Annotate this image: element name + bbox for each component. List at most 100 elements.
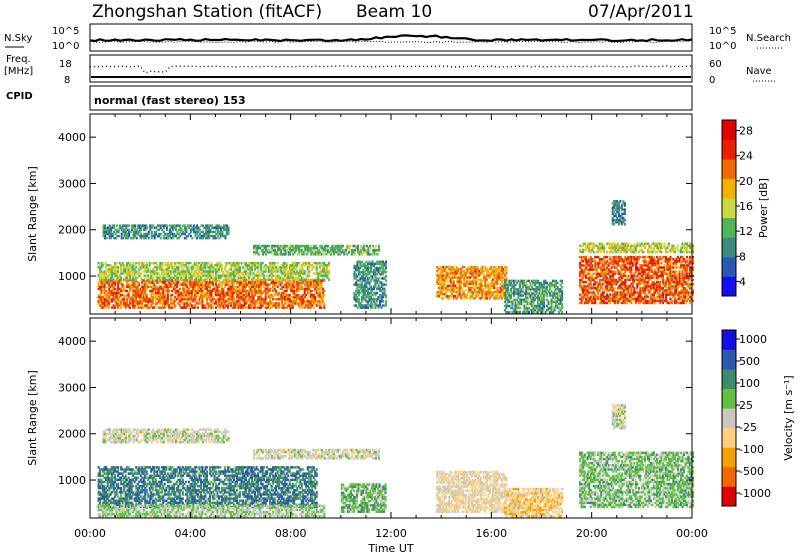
echo-cell xyxy=(163,285,166,288)
echo-cell xyxy=(309,285,312,288)
echo-cell xyxy=(652,301,655,305)
echo-cell xyxy=(187,270,190,273)
echo-cell xyxy=(648,260,651,263)
echo-cell xyxy=(249,304,252,307)
echo-cell xyxy=(615,283,618,286)
echo-cell xyxy=(251,289,254,293)
echo-cell xyxy=(180,261,183,265)
echo-cell xyxy=(369,264,372,268)
echo-cell xyxy=(321,279,324,282)
echo-cell xyxy=(144,268,147,271)
echo-cell xyxy=(153,261,156,265)
echo-cell xyxy=(154,272,157,275)
echo-cell xyxy=(385,262,388,266)
echo-cell xyxy=(139,300,142,303)
echo-cell xyxy=(458,282,461,285)
echo-cell xyxy=(287,276,290,279)
echo-cell xyxy=(180,276,183,279)
echo-cell xyxy=(281,281,284,284)
echo-cell xyxy=(305,249,308,252)
echo-cell xyxy=(97,293,100,297)
echo-cell xyxy=(267,304,270,307)
echo-cell xyxy=(252,289,255,293)
echo-cell xyxy=(579,278,582,282)
echo-cell xyxy=(255,261,258,265)
echo-cell xyxy=(374,281,377,284)
echo-cell xyxy=(306,298,309,301)
echo-cell xyxy=(117,291,120,295)
echo-cell xyxy=(180,283,183,286)
echo-cell xyxy=(600,293,603,296)
echo-cell xyxy=(154,287,157,291)
echo-cell xyxy=(175,266,178,269)
echo-cell xyxy=(228,274,231,277)
echo-cell xyxy=(299,302,302,305)
echo-cell xyxy=(260,261,263,265)
echo-cell xyxy=(357,270,360,274)
echo-cell xyxy=(217,289,220,293)
echo-cell xyxy=(203,234,206,238)
echo-cell xyxy=(314,251,317,254)
echo-cell xyxy=(148,298,151,301)
echo-cell xyxy=(526,300,529,304)
echo-cell xyxy=(181,268,184,271)
echo-cell xyxy=(286,249,289,252)
echo-cell xyxy=(440,274,443,277)
echo-cell xyxy=(204,293,207,297)
echo-cell xyxy=(220,295,223,299)
echo-cell xyxy=(123,278,126,282)
echo-cell xyxy=(359,249,362,252)
echo-cell xyxy=(105,270,108,273)
echo-cell xyxy=(210,291,213,295)
echo-cell xyxy=(463,295,466,298)
echo-cell xyxy=(290,274,293,277)
echo-cell xyxy=(595,255,598,259)
echo-cell xyxy=(164,236,167,240)
echo-cell xyxy=(162,293,165,297)
echo-cell xyxy=(236,281,239,284)
echo-cell xyxy=(285,287,288,291)
echo-cell xyxy=(209,234,212,238)
echo-cell xyxy=(293,251,296,254)
echo-cell xyxy=(204,304,207,307)
echo-cell xyxy=(199,283,202,286)
echo-cell xyxy=(162,287,165,291)
echo-cell xyxy=(561,311,564,314)
nave-series xyxy=(89,65,693,74)
echo-cell xyxy=(258,281,261,284)
echo-cell xyxy=(266,304,269,307)
echo-cell xyxy=(654,268,657,271)
echo-cell xyxy=(306,283,309,286)
echo-cell xyxy=(451,278,454,281)
echo-cell xyxy=(661,295,664,298)
echo-cell xyxy=(531,304,534,308)
echo-cell xyxy=(380,277,383,280)
echo-cell xyxy=(248,295,251,299)
echo-cell xyxy=(254,274,257,277)
echo-cell xyxy=(625,260,628,263)
freq-label-2: [MHz] xyxy=(4,66,33,77)
echo-cell xyxy=(354,275,357,278)
echo-cell xyxy=(212,234,215,238)
echo-cell xyxy=(540,296,543,299)
echo-cell xyxy=(294,261,297,265)
echo-cell xyxy=(220,264,223,267)
echo-cell xyxy=(500,267,503,271)
echo-cell xyxy=(503,297,506,300)
echo-cell xyxy=(355,244,358,248)
echo-cell xyxy=(186,268,189,271)
echo-cell xyxy=(553,292,556,295)
echo-cell xyxy=(189,274,192,277)
echo-cell xyxy=(601,291,604,294)
echo-cell xyxy=(139,295,142,299)
echo-cell xyxy=(376,287,379,291)
echo-cell xyxy=(263,274,266,277)
echo-cell xyxy=(109,266,112,269)
echo-cell xyxy=(317,251,320,254)
echo-cell xyxy=(356,266,359,270)
echo-cell xyxy=(505,272,508,275)
echo-cell xyxy=(199,289,202,293)
echo-cell xyxy=(118,281,121,284)
echo-cell xyxy=(440,288,443,292)
echo-cell xyxy=(506,286,509,289)
